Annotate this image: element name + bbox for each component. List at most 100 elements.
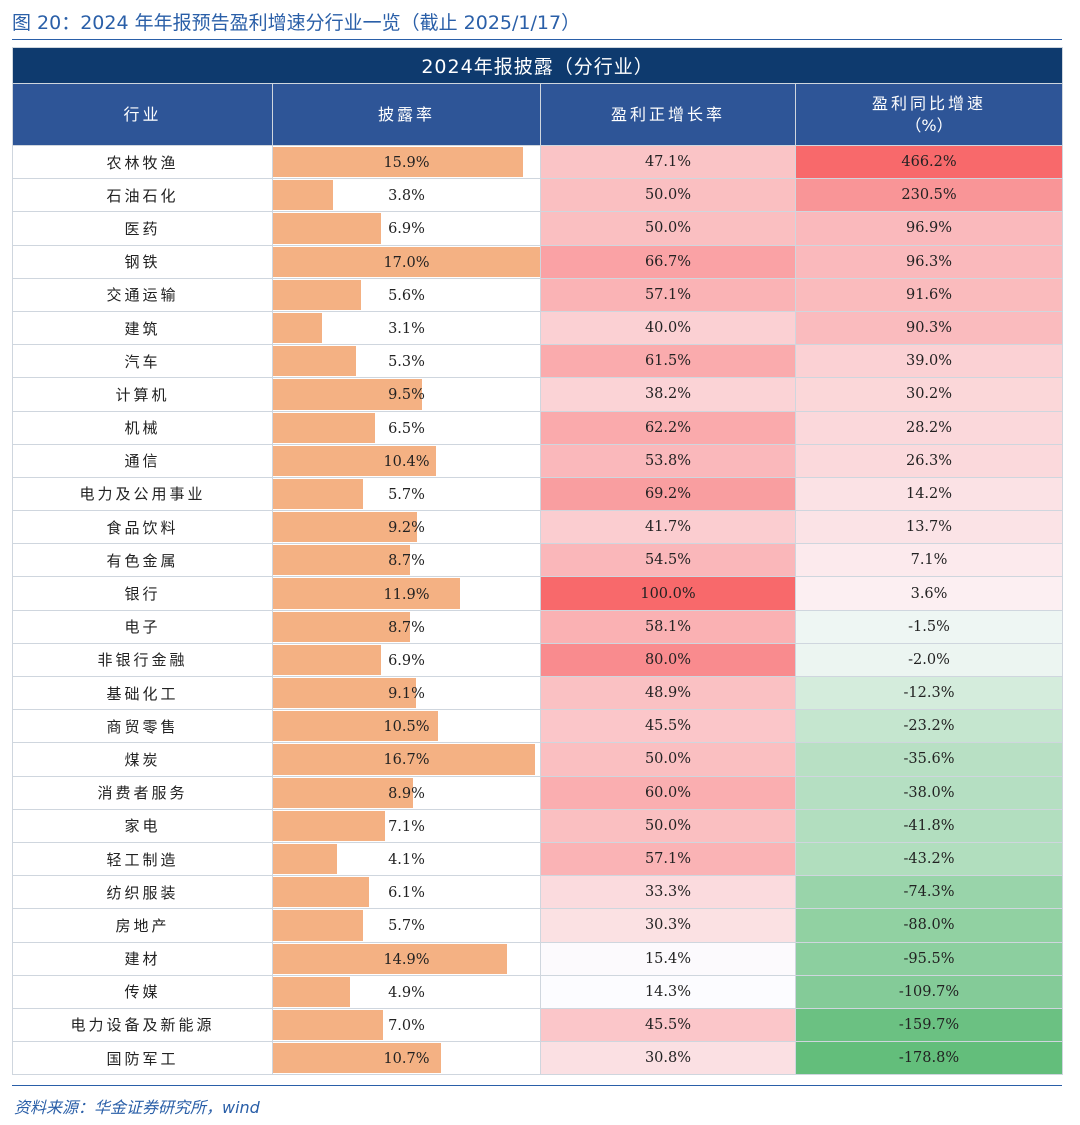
disclosure-rate-cell: 8.7%: [272, 609, 541, 644]
table-row: 传媒 4.9% 14.3% -109.7%: [12, 974, 1064, 1009]
table-row: 汽车 5.3% 61.5% 39.0%: [12, 344, 1064, 379]
industry-cell: 非银行金融: [12, 642, 273, 678]
disclosure-rate-bar: [273, 1009, 383, 1041]
disclosure-rate-bar: [273, 312, 322, 344]
table-row: 轻工制造 4.1% 57.1% -43.2%: [12, 841, 1064, 877]
table-row: 通信 10.4% 53.8% 26.3%: [12, 443, 1064, 478]
table-row: 机械 6.5% 62.2% 28.2%: [12, 410, 1064, 445]
disclosure-rate-bar: [273, 445, 437, 476]
positive-growth-rate-cell: 41.7%: [540, 510, 796, 545]
disclosure-rate-value: 8.7%: [388, 619, 425, 636]
industry-cell: 石油石化: [12, 178, 273, 213]
disclosure-rate-value: 14.9%: [383, 951, 430, 968]
disclosure-rate-cell: 3.1%: [272, 310, 541, 346]
table-row: 电子 8.7% 58.1% -1.5%: [12, 609, 1064, 644]
industry-cell: 电子: [12, 609, 273, 644]
positive-growth-rate-cell: 100.0%: [540, 576, 796, 611]
disclosure-rate-value: 8.7%: [388, 553, 425, 570]
disclosure-rate-cell: 8.9%: [272, 775, 541, 810]
table-row: 石油石化 3.8% 50.0% 230.5%: [12, 178, 1064, 213]
disclosure-rate-value: 9.5%: [388, 387, 425, 404]
title-divider: [12, 39, 1062, 40]
disclosure-rate-bar: [273, 578, 460, 609]
disclosure-rate-bar: [273, 976, 350, 1007]
disclosure-rate-cell: 4.9%: [272, 974, 541, 1009]
disclosure-rate-cell: 14.9%: [272, 941, 541, 976]
earnings-growth-table: 2024年报披露（分行业） 行业 披露率 盈利正增长率 盈利同比增速 （%） 农…: [11, 47, 1064, 1076]
table-row: 电力及公用事业 5.7% 69.2% 14.2%: [12, 476, 1064, 512]
yoy-growth-cell: 30.2%: [794, 377, 1064, 412]
industry-cell: 汽车: [12, 344, 273, 379]
disclosure-rate-bar: [273, 943, 508, 974]
yoy-growth-cell: 91.6%: [794, 277, 1064, 312]
disclosure-rate-value: 9.1%: [388, 686, 425, 703]
positive-growth-rate-cell: 30.3%: [540, 908, 796, 943]
industry-cell: 煤炭: [12, 742, 273, 777]
column-header-disclosure-rate: 披露率: [272, 83, 541, 146]
disclosure-rate-value: 4.1%: [388, 852, 425, 869]
industry-cell: 钢铁: [12, 244, 273, 279]
table-row: 交通运输 5.6% 57.1% 91.6%: [12, 277, 1064, 312]
positive-growth-rate-cell: 58.1%: [540, 609, 796, 644]
disclosure-rate-cell: 5.7%: [272, 908, 541, 943]
yoy-growth-cell: -159.7%: [794, 1007, 1064, 1043]
industry-cell: 银行: [12, 576, 273, 611]
figure-title: 图 20：2024 年年报预告盈利增速分行业一览（截止 2025/1/17）: [12, 12, 581, 34]
industry-cell: 消费者服务: [12, 775, 273, 810]
disclosure-rate-bar: [273, 777, 413, 808]
disclosure-rate-value: 6.1%: [388, 885, 425, 902]
positive-growth-rate-cell: 50.0%: [540, 178, 796, 213]
table-group-header: 2024年报披露（分行业）: [11, 47, 1064, 84]
footer-divider: [12, 1085, 1062, 1086]
industry-cell: 电力设备及新能源: [12, 1007, 273, 1043]
table-row: 食品饮料 9.2% 41.7% 13.7%: [12, 510, 1064, 545]
disclosure-rate-cell: 5.6%: [272, 277, 541, 312]
disclosure-rate-value: 5.7%: [388, 918, 425, 935]
positive-growth-rate-cell: 40.0%: [540, 310, 796, 346]
positive-growth-rate-cell: 61.5%: [540, 344, 796, 379]
table-row: 纺织服装 6.1% 33.3% -74.3%: [12, 875, 1064, 910]
industry-cell: 基础化工: [12, 675, 273, 711]
disclosure-rate-bar: [273, 346, 357, 377]
yoy-growth-cell: -43.2%: [794, 841, 1064, 877]
column-header-yoy-growth: 盈利同比增速 （%）: [794, 83, 1064, 146]
table-row: 建材 14.9% 15.4% -95.5%: [12, 941, 1064, 976]
table-row: 有色金属 8.7% 54.5% 7.1%: [12, 543, 1064, 578]
industry-cell: 房地产: [12, 908, 273, 943]
table-row: 计算机 9.5% 38.2% 30.2%: [12, 377, 1064, 412]
table-row: 消费者服务 8.9% 60.0% -38.0%: [12, 775, 1064, 810]
source-note: 资料来源：华金证券研究所，wind: [14, 1098, 260, 1117]
column-header-industry: 行业: [12, 83, 273, 146]
table-row: 建筑 3.1% 40.0% 90.3%: [12, 310, 1064, 346]
disclosure-rate-bar: [273, 478, 363, 510]
disclosure-rate-value: 8.9%: [388, 785, 425, 802]
disclosure-rate-cell: 10.5%: [272, 709, 541, 744]
disclosure-rate-value: 4.9%: [388, 984, 425, 1001]
disclosure-rate-value: 11.9%: [383, 586, 430, 603]
disclosure-rate-value: 5.3%: [388, 354, 425, 371]
disclosure-rate-cell: 9.1%: [272, 675, 541, 711]
table-row: 商贸零售 10.5% 45.5% -23.2%: [12, 709, 1064, 744]
disclosure-rate-cell: 6.1%: [272, 875, 541, 910]
disclosure-rate-bar: [273, 545, 410, 576]
industry-cell: 传媒: [12, 974, 273, 1009]
positive-growth-rate-cell: 33.3%: [540, 875, 796, 910]
table-body: 农林牧渔 15.9% 47.1% 466.2% 石油石化 3.8% 50.0% 230.5% 医…: [12, 144, 1064, 1076]
yoy-growth-cell: 3.6%: [794, 576, 1064, 611]
industry-cell: 食品饮料: [12, 510, 273, 545]
disclosure-rate-bar: [273, 246, 540, 277]
disclosure-rate-value: 10.4%: [383, 453, 430, 470]
positive-growth-rate-cell: 38.2%: [540, 377, 796, 412]
data-table-container: 2024年报披露（分行业） 行业 披露率 盈利正增长率 盈利同比增速 （%） 农…: [11, 47, 1064, 1076]
table-row: 家电 7.1% 50.0% -41.8%: [12, 808, 1064, 843]
industry-cell: 商贸零售: [12, 709, 273, 744]
disclosure-rate-value: 17.0%: [383, 254, 430, 271]
disclosure-rate-bar: [273, 611, 410, 642]
disclosure-rate-bar: [273, 910, 363, 941]
disclosure-rate-cell: 17.0%: [272, 244, 541, 279]
yoy-growth-cell: -12.3%: [794, 675, 1064, 711]
column-header-positive-growth-rate: 盈利正增长率: [540, 83, 796, 146]
yoy-growth-cell: 13.7%: [794, 510, 1064, 545]
positive-growth-rate-cell: 80.0%: [540, 642, 796, 678]
industry-cell: 农林牧渔: [12, 144, 273, 180]
